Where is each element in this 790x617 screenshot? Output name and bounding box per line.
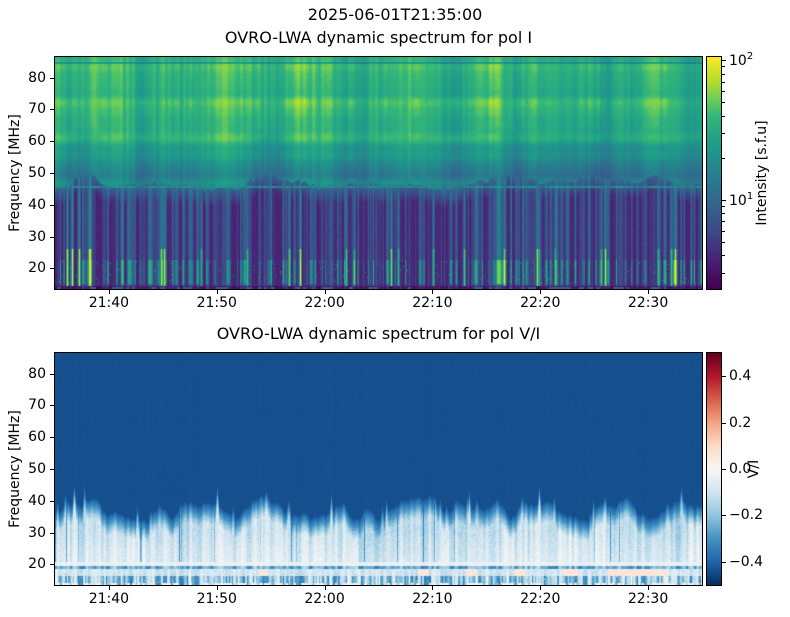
colorbar-minor-tick-mark (722, 230, 725, 232)
x-tick-label: 22:30 (627, 295, 669, 311)
x-tick-mark (540, 586, 542, 590)
y-tick-mark (50, 532, 54, 534)
y-tick-mark (50, 373, 54, 375)
x-tick-mark (324, 290, 326, 294)
y-tick-label: 40 (28, 492, 46, 509)
x-tick-mark (540, 290, 542, 294)
colorbar-minor-tick-mark (722, 272, 725, 274)
colorbar-tick-mark (722, 422, 726, 424)
colorbar-minor-tick-mark (722, 133, 725, 135)
y-tick-mark (50, 469, 54, 470)
x-tick-label: 22:20 (520, 591, 561, 607)
x-tick-label: 21:40 (88, 591, 130, 607)
y-tick-label: 70 (28, 101, 46, 118)
y-tick-label: 20 (28, 556, 46, 573)
colorbar-minor-tick-mark (722, 102, 725, 104)
y-tick-label: 80 (28, 365, 46, 382)
y-tick-mark (50, 437, 54, 439)
x-tick-mark (324, 586, 326, 590)
x-tick-label: 22:00 (304, 295, 345, 311)
colorbar-minor-tick-mark (722, 255, 725, 257)
x-tick-label: 22:30 (627, 591, 669, 607)
subplot2-plot-area (54, 352, 703, 586)
colorbar-tick-label: 0.4 (729, 368, 752, 385)
subplot1-colorbar (706, 56, 722, 290)
y-tick-mark (50, 173, 54, 174)
subplot2-colorbar-canvas (707, 353, 721, 585)
x-tick-mark (648, 290, 650, 294)
y-tick-mark (50, 405, 54, 407)
colorbar-tick-label: 101 (729, 190, 754, 209)
x-tick-label: 21:50 (196, 295, 237, 311)
colorbar-tick-mark (722, 199, 726, 201)
x-tick-label: 21:50 (196, 591, 237, 607)
figure-suptitle: 2025-06-01T21:35:00 (307, 5, 483, 24)
subplot1-plot-area (54, 56, 703, 290)
y-tick-label: 60 (28, 133, 46, 150)
y-tick-mark (50, 500, 54, 502)
subplot2-title: OVRO-LWA dynamic spectrum for pol V/I (216, 324, 541, 343)
subplot2-spectrogram-canvas (55, 353, 702, 585)
y-tick-label: 50 (28, 165, 46, 181)
y-tick-label: 80 (28, 69, 46, 86)
y-tick-label: 50 (28, 461, 46, 477)
colorbar-minor-tick-mark (722, 73, 725, 75)
y-tick-label: 40 (28, 196, 46, 213)
colorbar-tick-mark (722, 561, 726, 563)
y-tick-label: 20 (28, 260, 46, 277)
x-tick-mark (216, 586, 218, 590)
x-tick-mark (216, 290, 218, 294)
y-tick-label: 60 (28, 429, 46, 446)
x-tick-label: 22:00 (304, 591, 345, 607)
colorbar-tick-mark (722, 59, 726, 61)
y-tick-label: 70 (28, 397, 46, 414)
colorbar-minor-tick-mark (722, 221, 725, 223)
colorbar-minor-tick-mark (722, 90, 725, 92)
x-tick-mark (108, 290, 110, 294)
x-tick-label: 22:10 (412, 295, 453, 311)
colorbar-tick-label: 0.0 (729, 461, 752, 477)
colorbar-tick-mark (722, 376, 726, 378)
x-tick-mark (108, 586, 110, 590)
colorbar-minor-tick-mark (722, 213, 725, 215)
y-tick-label: 30 (28, 524, 46, 541)
colorbar-tick-label: −0.2 (729, 507, 763, 524)
y-tick-mark (50, 564, 54, 566)
colorbar-minor-tick-mark (722, 157, 725, 159)
x-tick-mark (432, 586, 434, 590)
subplot1-colorbar-canvas (707, 57, 721, 289)
colorbar-minor-tick-mark (722, 115, 725, 117)
x-tick-mark (432, 290, 434, 294)
x-tick-label: 22:10 (412, 591, 453, 607)
x-tick-label: 22:20 (520, 295, 561, 311)
subplot1-title: OVRO-LWA dynamic spectrum for pol I (224, 28, 533, 47)
y-tick-mark (50, 109, 54, 111)
colorbar-tick-label: −0.4 (729, 553, 763, 570)
subplot1-spectrogram-canvas (55, 57, 702, 289)
y-tick-mark (50, 77, 54, 79)
x-tick-mark (648, 586, 650, 590)
y-tick-label: 30 (28, 228, 46, 245)
colorbar-minor-tick-mark (722, 241, 725, 243)
colorbar-tick-label: 0.2 (729, 414, 752, 431)
colorbar-minor-tick-mark (722, 206, 725, 208)
subplot1-colorbar-label: Intensity [s.f.u] (754, 120, 770, 226)
x-tick-label: 21:40 (88, 295, 130, 311)
y-tick-mark (50, 204, 54, 206)
y-tick-mark (50, 268, 54, 270)
colorbar-tick-label: 102 (729, 51, 754, 69)
colorbar-tick-mark (722, 469, 726, 470)
colorbar-tick-mark (722, 515, 726, 517)
subplot2-colorbar (706, 352, 722, 586)
y-tick-mark (50, 236, 54, 238)
colorbar-minor-tick-mark (722, 66, 725, 68)
y-tick-mark (50, 141, 54, 143)
colorbar-minor-tick-mark (722, 81, 725, 83)
